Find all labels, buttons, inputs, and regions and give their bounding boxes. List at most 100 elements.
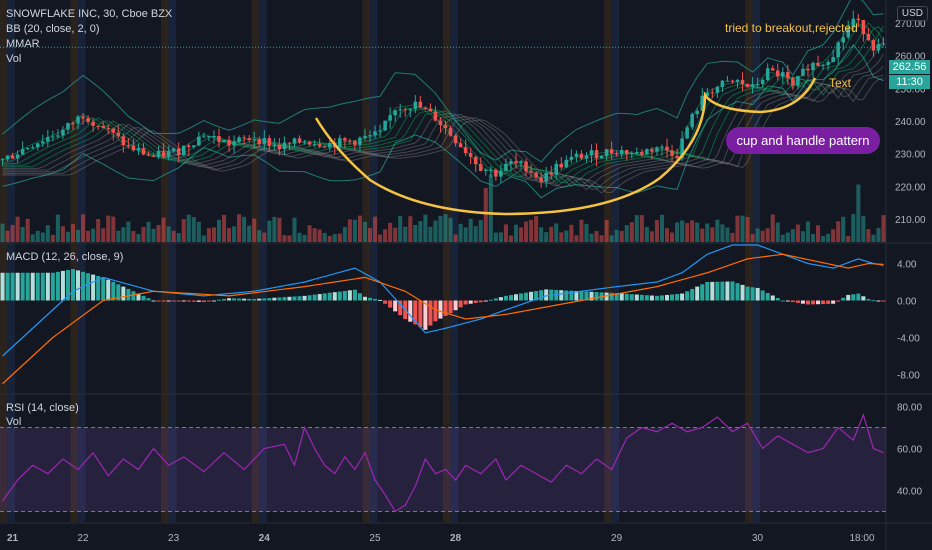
macd-histogram-bar (871, 300, 876, 302)
volume-bar (222, 214, 227, 242)
volume-bar (131, 231, 136, 242)
candle-body (725, 80, 730, 82)
candle-body (227, 139, 231, 146)
currency-button[interactable]: USD (896, 6, 928, 21)
macd-histogram-bar (670, 294, 675, 301)
mmar-ribbon-line (2, 74, 884, 194)
session-open-shade (0, 0, 8, 522)
volume-indicator-label[interactable]: Vol (6, 53, 22, 65)
volume-bar (428, 226, 433, 242)
macd-histogram-bar (297, 296, 302, 301)
volume-bar (35, 230, 40, 242)
candle-body (438, 120, 443, 126)
time-tick-label: 25 (369, 533, 381, 544)
candle-body (710, 92, 715, 94)
candle-body (71, 123, 75, 125)
macd-histogram-bar (816, 300, 821, 305)
macd-histogram-bar (725, 281, 730, 301)
macd-indicator-label[interactable]: MACD (12, 26, close, 9) (6, 251, 124, 263)
candle-body (750, 84, 755, 87)
volume-bar (327, 235, 332, 242)
volume-bar (76, 229, 81, 242)
volume-bar (262, 232, 267, 242)
volume-bar (549, 226, 554, 242)
volume-bar (166, 226, 171, 242)
volume-bar (750, 234, 755, 242)
macd-histogram-bar (463, 300, 468, 305)
macd-histogram-bar (881, 300, 886, 302)
volume-bar (715, 219, 720, 242)
macd-histogram-bar (136, 293, 141, 301)
macd-histogram-bar (760, 290, 765, 301)
session-open-shade (362, 0, 371, 522)
macd-histogram-bar (519, 293, 524, 301)
candle-body (232, 141, 236, 146)
candle-body (297, 138, 302, 143)
candle-body (428, 108, 433, 112)
macd-tick-label: 4.00 (897, 260, 917, 271)
candle-body (484, 169, 488, 171)
volume-bar (690, 220, 695, 242)
volume-bar (20, 226, 25, 242)
macd-histogram-bar (513, 294, 519, 301)
volume-bar (569, 224, 574, 242)
volume-bar (403, 226, 408, 242)
candle-body (66, 123, 70, 130)
macd-histogram-bar (337, 291, 342, 301)
macd-histogram-bar (841, 297, 846, 301)
macd-histogram-bar (151, 300, 156, 302)
macd-histogram-bar (564, 290, 569, 301)
candle-body (554, 163, 559, 175)
annotation-text[interactable]: Text (829, 76, 852, 90)
macd-histogram-bar (735, 283, 740, 301)
candle-body (765, 68, 770, 81)
candle-body (433, 111, 438, 121)
bb-indicator-label[interactable]: BB (20, close, 2, 0) (6, 23, 100, 35)
candle-body (287, 142, 292, 144)
candle-body (151, 155, 156, 157)
macd-histogram-bar (181, 300, 186, 302)
candle-body (494, 169, 498, 177)
symbol-title[interactable]: SNOWFLAKE INC, 30, Cboe BZX (6, 8, 173, 20)
annotation-cup-handle[interactable]: cup and handle pattern (726, 127, 880, 154)
volume-bar (508, 235, 513, 242)
volume-bar (599, 235, 604, 242)
macd-histogram-bar (15, 272, 20, 301)
volume-bar (70, 223, 76, 242)
macd-histogram-bar (720, 281, 725, 301)
candle-body (353, 140, 357, 145)
volume-bar (680, 220, 685, 242)
volume-bar (458, 223, 463, 242)
volume-bar (161, 217, 166, 242)
macd-histogram-bar (795, 300, 800, 303)
candle-body (101, 126, 105, 129)
macd-histogram-bar (35, 272, 40, 301)
volume-bar (156, 225, 161, 242)
volume-bar (126, 221, 131, 242)
candle-body (614, 153, 619, 155)
candle-body (468, 153, 473, 157)
volume-bar (544, 232, 549, 242)
macd-histogram-bar (503, 295, 508, 301)
volume-bar (705, 223, 710, 242)
volume-bar (695, 222, 700, 242)
macd-histogram-bar (831, 300, 836, 304)
macd-histogram-bar (352, 289, 357, 301)
bb-lower-band (2, 44, 884, 199)
annotation-rejected[interactable]: tried to breakout,rejected (725, 21, 858, 35)
price-tick-label: 230.00 (895, 150, 926, 161)
candle-body (473, 156, 478, 165)
macd-histogram-bar (826, 300, 831, 304)
rsi-indicator-label[interactable]: RSI (14, close) (6, 402, 79, 414)
macd-histogram-bar (0, 272, 5, 301)
session-shade (259, 0, 267, 522)
session-shade (7, 0, 16, 522)
volume-bar (237, 214, 242, 242)
macd-histogram-bar (745, 286, 750, 301)
price-tick-label: 270.00 (895, 19, 926, 30)
macd-histogram-bar (690, 288, 695, 301)
mmar-indicator-label[interactable]: MMAR (6, 38, 40, 50)
candle-body (448, 128, 453, 136)
macd-histogram-bar (232, 298, 237, 301)
